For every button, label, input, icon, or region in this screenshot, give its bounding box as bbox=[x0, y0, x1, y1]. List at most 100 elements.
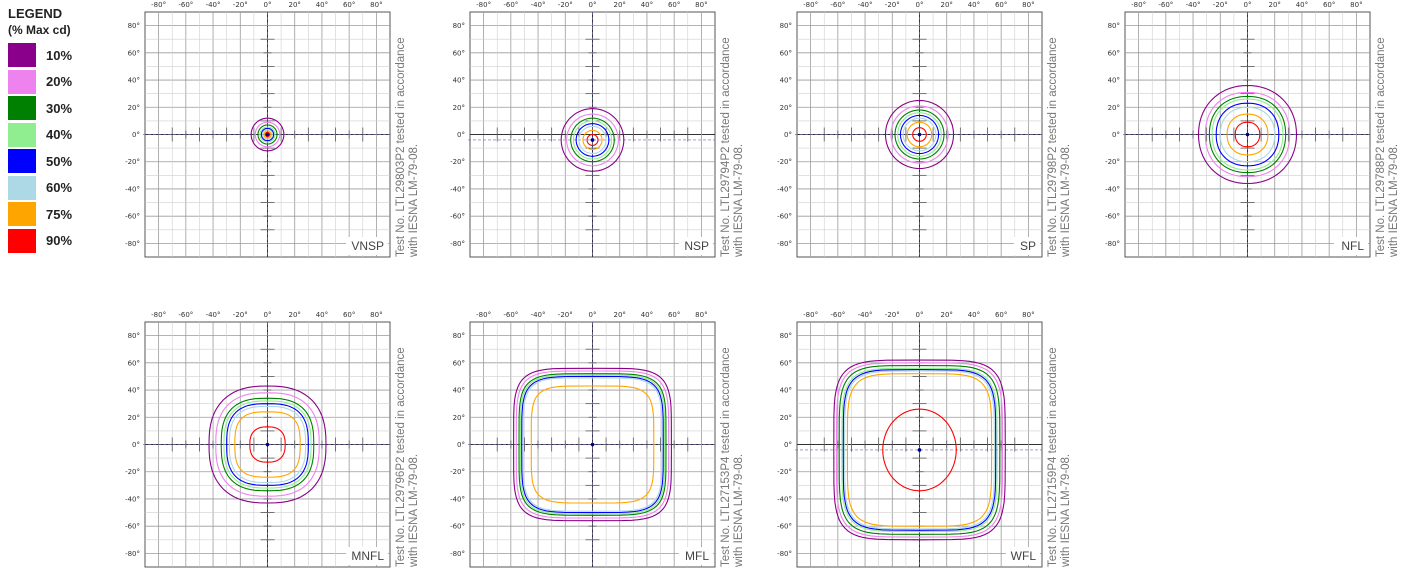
test-note-line-1: Test No. LTL27159P4 tested in accordance bbox=[1047, 347, 1059, 567]
legend-swatch bbox=[8, 228, 36, 253]
contour-30-percent bbox=[570, 117, 615, 163]
legend-item: 30% bbox=[8, 96, 98, 120]
y-tick-label: -20° bbox=[777, 158, 792, 166]
isocandela-chart-nsp: -80° -60° -40° -20° 0° 20° 40° 60° 80° 80° 60° 40° 2… bbox=[422, 0, 745, 285]
x-tick-label: -20° bbox=[1213, 1, 1228, 9]
y-tick-label: 80° bbox=[780, 22, 792, 30]
legend-label: 10% bbox=[46, 47, 73, 63]
y-tick-label: -80° bbox=[450, 550, 465, 558]
beam-type-tag-background bbox=[1006, 547, 1040, 565]
chart-svg: -80° -60° -40° -20° 0° 20° 40° 60° 80° 80° 60° 40° 2… bbox=[125, 1, 420, 258]
x-tick-label: 40° bbox=[641, 311, 653, 319]
legend: LEGEND (% Max cd) 10% 20% 30% 40% 50% 60% 75% 9… bbox=[8, 6, 98, 255]
contour-50-percent bbox=[842, 369, 997, 531]
chart-svg: -80° -60° -40° -20° 0° 20° 40° 60° 80° 80° 60° 40° 2… bbox=[1105, 1, 1400, 258]
beam-center-marker bbox=[265, 442, 270, 447]
contour-50-percent bbox=[899, 114, 940, 155]
x-tick-label: -20° bbox=[885, 1, 900, 9]
x-tick-label: -60° bbox=[503, 1, 518, 9]
isocandela-chart-wfl: -80° -60° -40° -20° 0° 20° 40° 60° 80° 80° 60° 40° 2… bbox=[749, 290, 1072, 575]
x-tick-label: 80° bbox=[1022, 311, 1034, 319]
isocandela-chart-nfl: -80° -60° -40° -20° 0° 20° 40° 60° 80° 80° 60° 40° 2… bbox=[1077, 0, 1400, 285]
x-tick-label: 0° bbox=[264, 1, 272, 9]
contour-30-percent bbox=[257, 124, 278, 145]
contour-75-percent bbox=[582, 129, 603, 151]
y-tick-label: 20° bbox=[780, 104, 792, 112]
y-tick-label: 60° bbox=[780, 49, 792, 57]
beam-type-tag-background bbox=[679, 547, 713, 565]
contour-40-percent bbox=[1211, 98, 1284, 171]
legend-label: 60% bbox=[46, 180, 73, 195]
legend-swatch bbox=[8, 69, 36, 94]
contour-60-percent bbox=[1219, 106, 1276, 163]
x-tick-label: 80° bbox=[1022, 1, 1034, 9]
y-tick-label: 0° bbox=[784, 131, 792, 139]
x-tick-label: 0° bbox=[589, 1, 597, 9]
y-tick-label: 0° bbox=[132, 441, 140, 449]
y-tick-label: 60° bbox=[453, 359, 465, 367]
legend-label: 40% bbox=[46, 127, 73, 142]
x-tick-label: 60° bbox=[668, 311, 680, 319]
contour-50-percent bbox=[575, 123, 610, 157]
x-tick-label: 80° bbox=[695, 1, 707, 9]
x-tick-label: -40° bbox=[531, 311, 546, 319]
legend-item: 20% bbox=[8, 69, 98, 94]
x-tick-label: -20° bbox=[233, 311, 248, 319]
contour-75-percent bbox=[906, 121, 933, 148]
y-tick-label: 40° bbox=[780, 77, 792, 85]
legend-swatch bbox=[8, 43, 36, 67]
y-tick-label: -80° bbox=[125, 240, 140, 248]
x-tick-label: 60° bbox=[343, 311, 355, 319]
legend-item: 60% bbox=[8, 175, 98, 200]
legend-item: 90% bbox=[8, 228, 98, 253]
legend-swatch bbox=[8, 175, 36, 200]
y-tick-label: -20° bbox=[450, 158, 465, 166]
x-tick-label: 40° bbox=[316, 311, 328, 319]
contour-10-percent bbox=[513, 367, 672, 522]
contour-20-percent bbox=[254, 121, 281, 148]
legend-label: 30% bbox=[46, 100, 73, 116]
y-tick-label: 20° bbox=[128, 414, 140, 422]
contour-10-percent bbox=[250, 117, 285, 152]
contour-60-percent bbox=[578, 125, 607, 155]
contour-30-percent bbox=[220, 397, 315, 492]
y-tick-label: 0° bbox=[132, 131, 140, 139]
y-tick-label: -60° bbox=[1105, 213, 1120, 221]
test-note-line-2: with IESNA LM-79-08. bbox=[408, 454, 420, 568]
x-tick-label: 0° bbox=[264, 311, 272, 319]
y-tick-label: 80° bbox=[128, 22, 140, 30]
isocandela-chart-vnsp: -80° -60° -40° -20° 0° 20° 40° 60° 80° 80° 60° 40° 2… bbox=[97, 0, 420, 285]
beam-center-marker bbox=[590, 442, 595, 447]
x-tick-label: 20° bbox=[941, 311, 953, 319]
contour-90-percent bbox=[912, 127, 927, 142]
contour-10-percent bbox=[560, 108, 625, 172]
x-tick-label: -40° bbox=[858, 311, 873, 319]
x-tick-label: -20° bbox=[233, 1, 248, 9]
y-tick-label: -20° bbox=[125, 158, 140, 166]
test-note-line-2: with IESNA LM-79-08. bbox=[733, 454, 745, 568]
x-tick-label: -20° bbox=[558, 1, 573, 9]
beam-type-tag: MFL bbox=[685, 549, 709, 563]
contour-30-percent bbox=[518, 373, 667, 516]
y-tick-label: 20° bbox=[780, 414, 792, 422]
beam-center-marker bbox=[917, 132, 922, 137]
contour-40-percent bbox=[223, 400, 312, 489]
test-note-line-2: with IESNA LM-79-08. bbox=[1060, 454, 1072, 568]
x-tick-label: -40° bbox=[1186, 1, 1201, 9]
y-tick-label: 60° bbox=[453, 49, 465, 57]
legend-swatch bbox=[8, 96, 36, 120]
test-note-line-1: Test No. LTL29796P2 tested in accordance bbox=[395, 347, 407, 567]
beam-type-tag-background bbox=[679, 237, 713, 255]
y-tick-label: 20° bbox=[453, 414, 465, 422]
x-tick-label: -80° bbox=[151, 1, 166, 9]
x-tick-label: 40° bbox=[1296, 1, 1308, 9]
contour-60-percent bbox=[262, 129, 273, 140]
legend-item: 75% bbox=[8, 202, 98, 226]
contour-75-percent bbox=[530, 385, 655, 504]
contour-40-percent bbox=[841, 367, 998, 533]
y-tick-label: -60° bbox=[777, 523, 792, 531]
y-tick-label: 40° bbox=[780, 387, 792, 395]
x-tick-label: 40° bbox=[316, 1, 328, 9]
contour-20-percent bbox=[515, 370, 670, 519]
y-tick-label: -60° bbox=[777, 213, 792, 221]
